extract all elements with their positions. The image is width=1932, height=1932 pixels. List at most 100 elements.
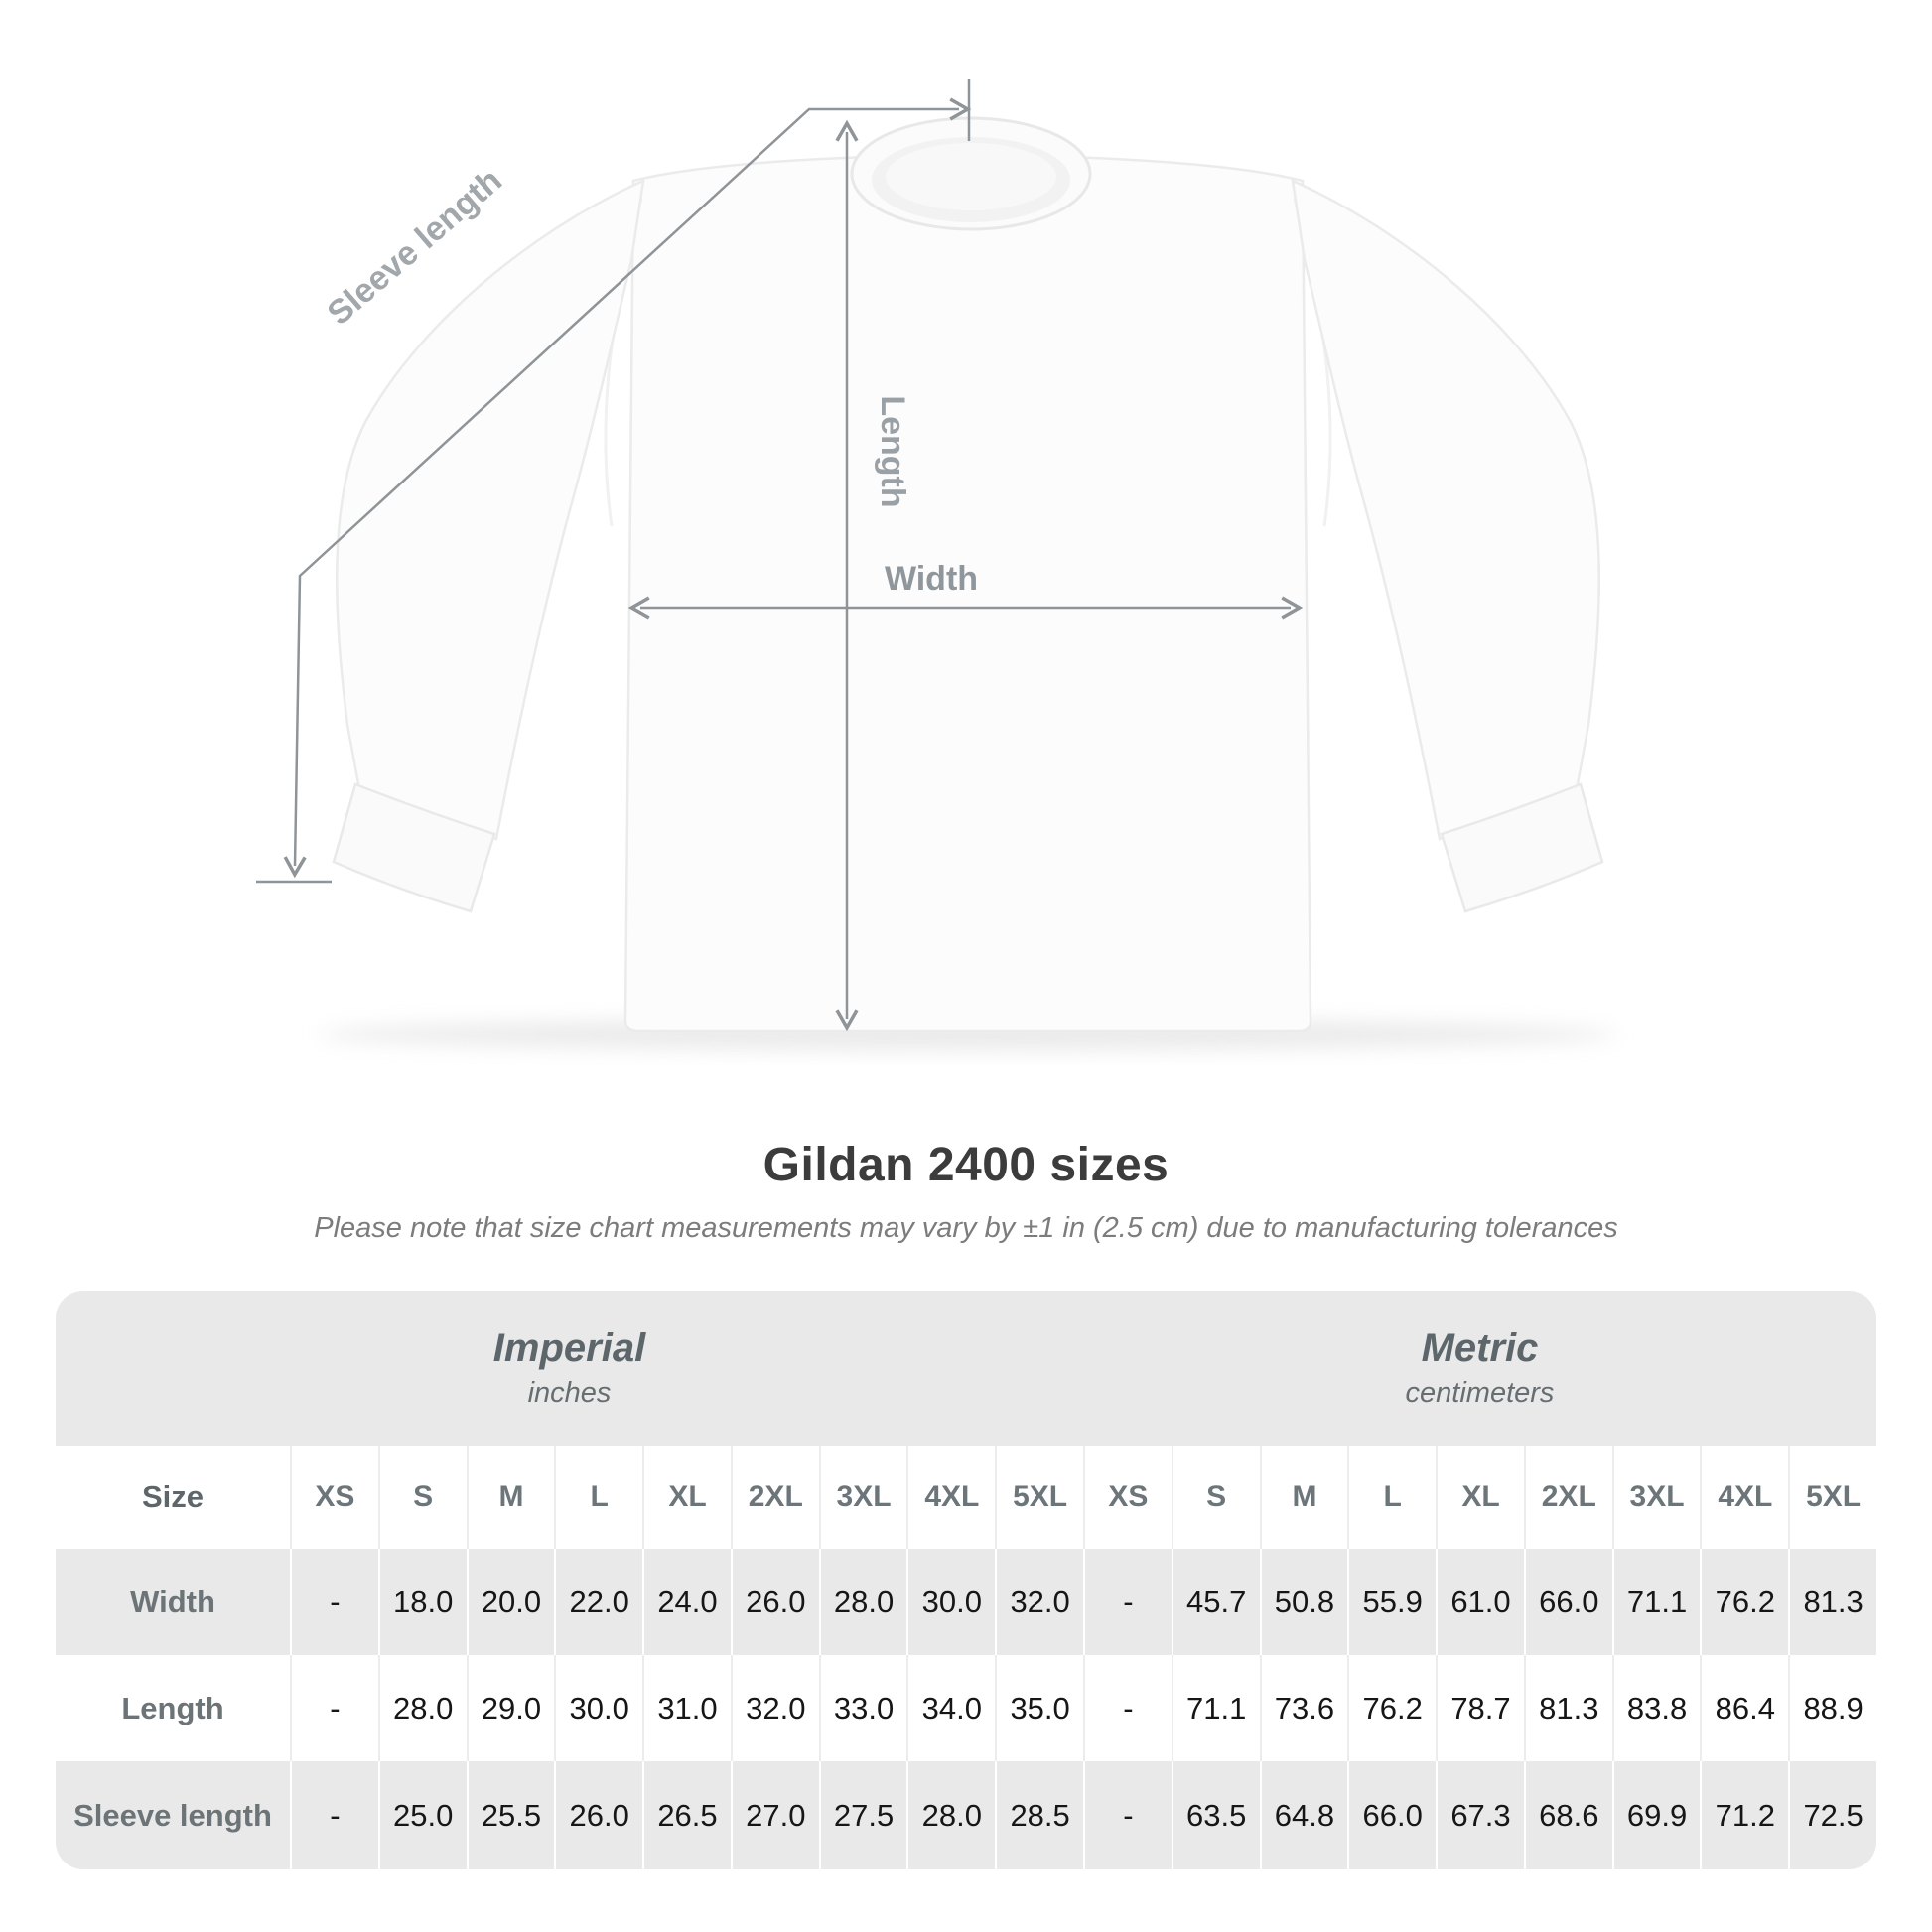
right-sleeve — [1291, 178, 1601, 841]
table-cell: 33.0 — [818, 1655, 907, 1761]
table-cell: 72.5 — [1788, 1761, 1876, 1869]
size-col-header-metric: XS — [1083, 1446, 1172, 1549]
size-col-header-imperial: XL — [642, 1446, 731, 1549]
table-cell: - — [290, 1761, 378, 1869]
table-cell: 76.2 — [1700, 1549, 1788, 1655]
table-cell: 78.7 — [1436, 1655, 1524, 1761]
table-cell: 81.3 — [1788, 1549, 1876, 1655]
table-cell: 64.8 — [1259, 1761, 1348, 1869]
table-cell: 24.0 — [642, 1549, 731, 1655]
page-title: Gildan 2400 sizes — [762, 1139, 1170, 1191]
table-cell: 28.0 — [377, 1655, 467, 1761]
table-cell: 50.8 — [1259, 1549, 1348, 1655]
table-row-sleeve-length: Sleeve length - 25.0 25.5 26.0 26.5 27.0… — [56, 1761, 1876, 1869]
size-col-header-imperial: L — [554, 1446, 642, 1549]
table-cell: 25.0 — [377, 1761, 467, 1869]
imperial-band: Imperial inches — [56, 1291, 1083, 1446]
table-row-length: Length - 28.0 29.0 30.0 31.0 32.0 33.0 3… — [56, 1655, 1876, 1761]
size-col-header-imperial: 4XL — [906, 1446, 995, 1549]
collar-rib — [886, 143, 1056, 210]
table-cell: 76.2 — [1347, 1655, 1436, 1761]
table-cell: 27.5 — [818, 1761, 907, 1869]
table-cell: 28.0 — [906, 1761, 995, 1869]
table-cell: 61.0 — [1436, 1549, 1524, 1655]
row-label: Width — [130, 1584, 215, 1619]
table-cell: 20.0 — [466, 1549, 555, 1655]
size-col-header-imperial: 5XL — [995, 1446, 1083, 1549]
size-col-header-metric: S — [1171, 1446, 1260, 1549]
metric-band: Metric centimeters — [1083, 1291, 1876, 1446]
table-cell: 63.5 — [1171, 1761, 1260, 1869]
table-cell: - — [1083, 1761, 1172, 1869]
size-header: Size — [141, 1479, 205, 1514]
tolerance-note: Please note that size chart measurements… — [314, 1212, 1618, 1244]
size-table: Imperial inches Metric centimeters Size … — [56, 1291, 1876, 1869]
length-label: Length — [874, 395, 911, 507]
table-cell: 18.0 — [377, 1549, 467, 1655]
unit-band: Imperial inches Metric centimeters — [56, 1291, 1876, 1446]
table-cell: 69.9 — [1611, 1761, 1701, 1869]
table-row-width: Width - 18.0 20.0 22.0 24.0 26.0 28.0 30… — [56, 1549, 1876, 1655]
heading-block: Gildan 2400 sizes Please note that size … — [0, 1138, 1932, 1245]
table-cell: 66.0 — [1347, 1761, 1436, 1869]
table-cell: 73.6 — [1259, 1655, 1348, 1761]
size-col-header-metric: 4XL — [1700, 1446, 1788, 1549]
size-header-row: Size XS S M L XL 2XL 3XL 4XL 5XL XS S M … — [56, 1446, 1876, 1549]
size-col-header-metric: M — [1259, 1446, 1348, 1549]
shirt-svg: Sleeve length Length Width — [256, 79, 1618, 1050]
size-col-header-imperial: 2XL — [730, 1446, 819, 1549]
size-col-header-imperial: M — [466, 1446, 555, 1549]
table-cell: 45.7 — [1171, 1549, 1260, 1655]
size-col-header-imperial: 3XL — [818, 1446, 907, 1549]
size-col-header-metric: 5XL — [1788, 1446, 1876, 1549]
table-cell: 71.1 — [1611, 1549, 1701, 1655]
table-cell: 83.8 — [1611, 1655, 1701, 1761]
table-cell: 55.9 — [1347, 1549, 1436, 1655]
table-cell: - — [290, 1655, 378, 1761]
table-cell: 86.4 — [1700, 1655, 1788, 1761]
table-cell: - — [290, 1549, 378, 1655]
size-col-header-metric: L — [1347, 1446, 1436, 1549]
table-cell: 26.0 — [554, 1761, 642, 1869]
row-label: Sleeve length — [73, 1797, 272, 1833]
table-cell: 88.9 — [1788, 1655, 1876, 1761]
table-cell: 68.6 — [1523, 1761, 1612, 1869]
size-col-header-metric: XL — [1436, 1446, 1524, 1549]
metric-title: Metric — [1421, 1326, 1539, 1370]
table-cell: 67.3 — [1436, 1761, 1524, 1869]
table-cell: 26.0 — [730, 1549, 819, 1655]
table-cell: - — [1083, 1655, 1172, 1761]
table-cell: 22.0 — [554, 1549, 642, 1655]
width-label: Width — [885, 560, 978, 598]
table-cell: 29.0 — [466, 1655, 555, 1761]
table-cell: 71.2 — [1700, 1761, 1788, 1869]
table-cell: 71.1 — [1171, 1655, 1260, 1761]
table-cell: 31.0 — [642, 1655, 731, 1761]
table-cell: 30.0 — [554, 1655, 642, 1761]
shirt-diagram: Sleeve length Length Width — [256, 79, 1618, 1050]
row-label: Length — [121, 1690, 224, 1725]
table-cell: 81.3 — [1523, 1655, 1612, 1761]
size-col-header-imperial: S — [377, 1446, 467, 1549]
imperial-title: Imperial — [492, 1326, 646, 1370]
size-col-header-metric: 2XL — [1523, 1446, 1612, 1549]
imperial-unit: inches — [527, 1377, 612, 1409]
table-cell: 28.0 — [818, 1549, 907, 1655]
table-cell: 25.5 — [466, 1761, 555, 1869]
table-cell: 32.0 — [995, 1549, 1083, 1655]
table-cell: 27.0 — [730, 1761, 819, 1869]
size-col-header-imperial: XS — [290, 1446, 378, 1549]
table-cell: 34.0 — [906, 1655, 995, 1761]
table-cell: 35.0 — [995, 1655, 1083, 1761]
sleeve-length-arrow — [256, 79, 972, 884]
table-cell: 66.0 — [1523, 1549, 1612, 1655]
metric-unit: centimeters — [1405, 1377, 1555, 1409]
size-col-header-metric: 3XL — [1611, 1446, 1701, 1549]
table-cell: 28.5 — [995, 1761, 1083, 1869]
table-cell: 26.5 — [642, 1761, 731, 1869]
table-cell: 30.0 — [906, 1549, 995, 1655]
right-cuff — [1440, 782, 1604, 913]
table-cell: 32.0 — [730, 1655, 819, 1761]
table-cell: - — [1083, 1549, 1172, 1655]
